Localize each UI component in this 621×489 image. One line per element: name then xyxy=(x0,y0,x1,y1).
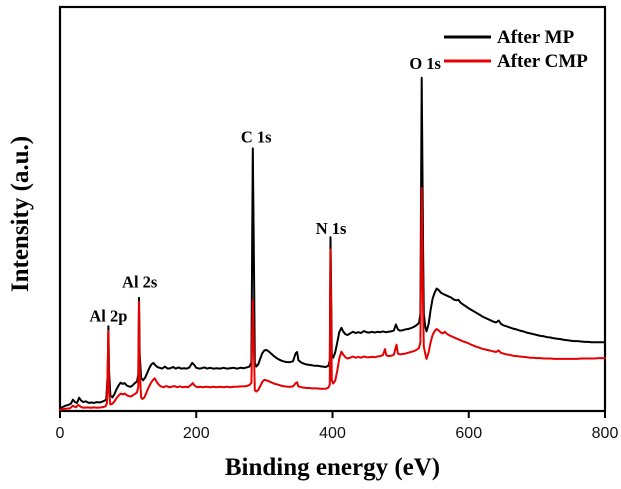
peak-label: O 1s xyxy=(409,54,441,73)
x-tick-label: 600 xyxy=(455,425,482,442)
x-tick-label: 800 xyxy=(592,425,619,442)
peak-label: C 1s xyxy=(241,127,272,146)
x-axis-label: Binding energy (eV) xyxy=(224,454,441,481)
y-axis-label: Intensity (a.u.) xyxy=(7,135,34,293)
x-tick-label: 0 xyxy=(56,425,65,442)
x-tick-label: 400 xyxy=(319,425,346,442)
x-tick-label: 200 xyxy=(183,425,210,442)
series-after-cmp xyxy=(59,187,606,411)
legend-label: After CMP xyxy=(497,51,588,72)
legend-label: After MP xyxy=(497,27,575,48)
peak-label: N 1s xyxy=(316,219,347,238)
peak-label: Al 2p xyxy=(89,306,127,325)
peak-label: Al 2s xyxy=(122,272,158,291)
